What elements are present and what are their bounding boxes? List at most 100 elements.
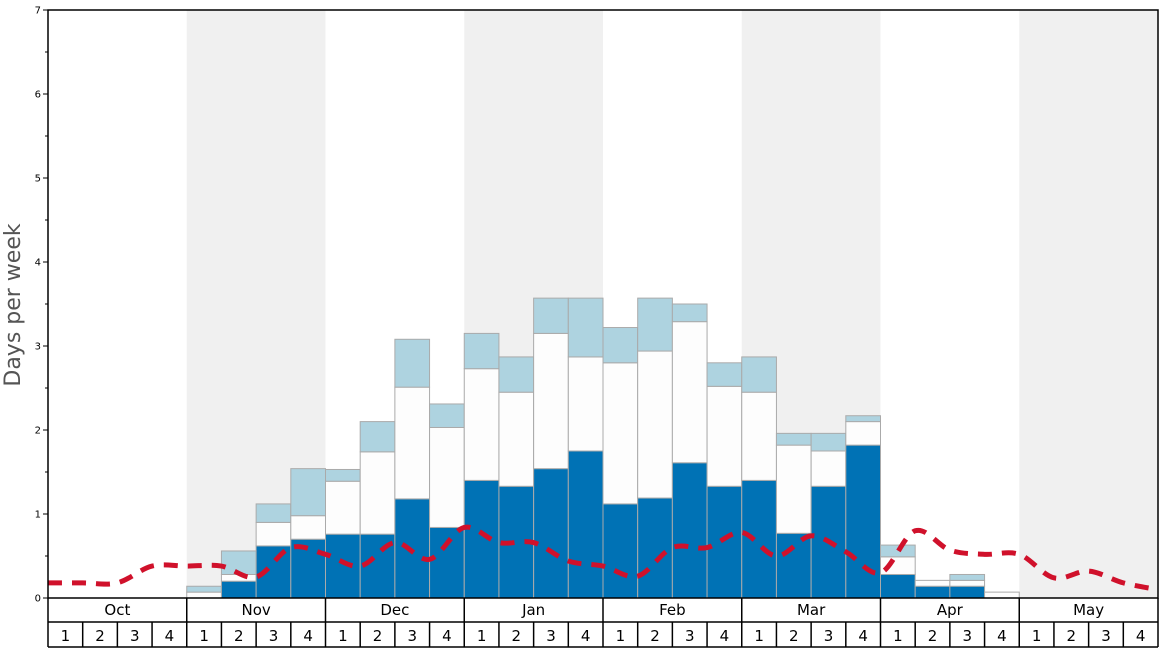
- month-label-may: May: [1073, 601, 1104, 619]
- bar-segment: [775, 444, 812, 534]
- bar-segment: [775, 432, 812, 446]
- bar-segment: [429, 403, 465, 428]
- week-label: 3: [407, 627, 417, 645]
- week-label: 2: [650, 627, 660, 645]
- bar-segment: [637, 350, 673, 499]
- bar-segment: [533, 297, 569, 334]
- week-label: 4: [581, 627, 591, 645]
- week-label: 3: [546, 627, 556, 645]
- bar-segment: [325, 468, 361, 482]
- month-label-jan: Jan: [521, 601, 545, 619]
- bar-segment: [671, 303, 708, 323]
- bar-segment: [498, 356, 535, 393]
- bar-segment: [637, 297, 673, 352]
- bar-segment: [463, 479, 500, 599]
- week-label: 3: [269, 627, 279, 645]
- week-label: 3: [130, 627, 140, 645]
- week-label: 3: [962, 627, 972, 645]
- bar-segment: [429, 526, 465, 599]
- bar-segment: [429, 426, 465, 528]
- week-label: 1: [61, 627, 71, 645]
- bar-segment: [359, 451, 396, 535]
- y-axis-label: Days per week: [1, 223, 26, 386]
- week-label: 1: [199, 627, 209, 645]
- month-label-dec: Dec: [380, 601, 409, 619]
- bar-segment: [949, 579, 986, 587]
- bar-segment: [845, 415, 881, 423]
- bar-segment: [671, 321, 708, 464]
- bar-segment: [498, 391, 535, 487]
- week-label: 1: [754, 627, 764, 645]
- week-label: 2: [789, 627, 799, 645]
- y-tick-label: 3: [35, 342, 41, 353]
- week-label: 4: [997, 627, 1007, 645]
- bar-segment: [671, 462, 708, 599]
- y-tick-labels: 0 1 2 3 4 5 6 7: [35, 6, 48, 605]
- week-label: 4: [720, 627, 730, 645]
- month-label-feb: Feb: [659, 601, 686, 619]
- bar-segment: [914, 585, 951, 599]
- week-label: 1: [1032, 627, 1042, 645]
- month-label-apr: Apr: [937, 601, 964, 619]
- month-label-nov: Nov: [241, 601, 270, 619]
- month-label-oct: Oct: [104, 601, 130, 619]
- bar-segment: [741, 391, 777, 481]
- bar-segment: [984, 591, 1020, 599]
- week-label: 1: [616, 627, 626, 645]
- week-label: 4: [165, 627, 175, 645]
- bar-segment: [220, 580, 257, 599]
- dashed-line-series: [48, 524, 1159, 593]
- y-tick-label: 0: [35, 594, 41, 605]
- y-tick-label: 1: [35, 510, 41, 521]
- week-label: 2: [1067, 627, 1077, 645]
- bar-segment: [533, 468, 569, 599]
- bar-segment: [325, 480, 361, 535]
- bar-segment: [186, 591, 222, 599]
- week-label: 3: [824, 627, 834, 645]
- week-label: 2: [512, 627, 522, 645]
- week-label: 4: [442, 627, 452, 645]
- bar-segment: [741, 356, 777, 393]
- y-tick-label: 2: [35, 426, 41, 437]
- week-label: 4: [1136, 627, 1146, 645]
- week-label: 1: [477, 627, 487, 645]
- bar-segment: [949, 585, 986, 599]
- bar-segment: [186, 585, 222, 593]
- series-line: [48, 524, 1159, 593]
- bar-segment: [602, 362, 639, 505]
- bar-segment: [914, 579, 951, 587]
- bar-segment: [706, 362, 743, 387]
- week-label: 2: [928, 627, 938, 645]
- stacked-bars: [186, 297, 1020, 599]
- bar-segment: [255, 521, 292, 547]
- bar-segment: [637, 497, 673, 599]
- x-axis-month-week-table: Oct 1 2 3 4 Nov 1 2 3 4 Dec 1 2 3 4 Jan 1 2 3 4 Feb 1 2 3 4 Mar 1 2…: [47, 598, 1159, 648]
- bar-segment: [741, 479, 777, 599]
- y-tick-label: 4: [35, 258, 41, 269]
- bar-segment: [810, 450, 847, 487]
- bar-segment: [567, 297, 604, 358]
- bar-segment: [290, 515, 326, 540]
- bar-segment: [567, 450, 604, 599]
- week-label: 1: [338, 627, 348, 645]
- bar-segment: [880, 573, 916, 599]
- y-tick-label: 5: [35, 174, 41, 185]
- week-label: 2: [95, 627, 105, 645]
- bar-segment: [325, 533, 361, 599]
- bar-segment: [706, 385, 743, 487]
- week-label: 4: [303, 627, 313, 645]
- bar-segment: [775, 532, 812, 599]
- week-label: 4: [858, 627, 868, 645]
- week-label: 1: [893, 627, 903, 645]
- bar-segment: [533, 332, 569, 470]
- bar-segment: [602, 327, 639, 364]
- bar-segment: [463, 332, 500, 370]
- week-label: 2: [373, 627, 383, 645]
- month-label-mar: Mar: [797, 601, 826, 619]
- bar-segment: [810, 432, 847, 452]
- bar-segment: [255, 503, 292, 523]
- bar-segment: [359, 421, 396, 453]
- y-tick-label: 6: [35, 90, 41, 101]
- bar-segment: [394, 386, 431, 500]
